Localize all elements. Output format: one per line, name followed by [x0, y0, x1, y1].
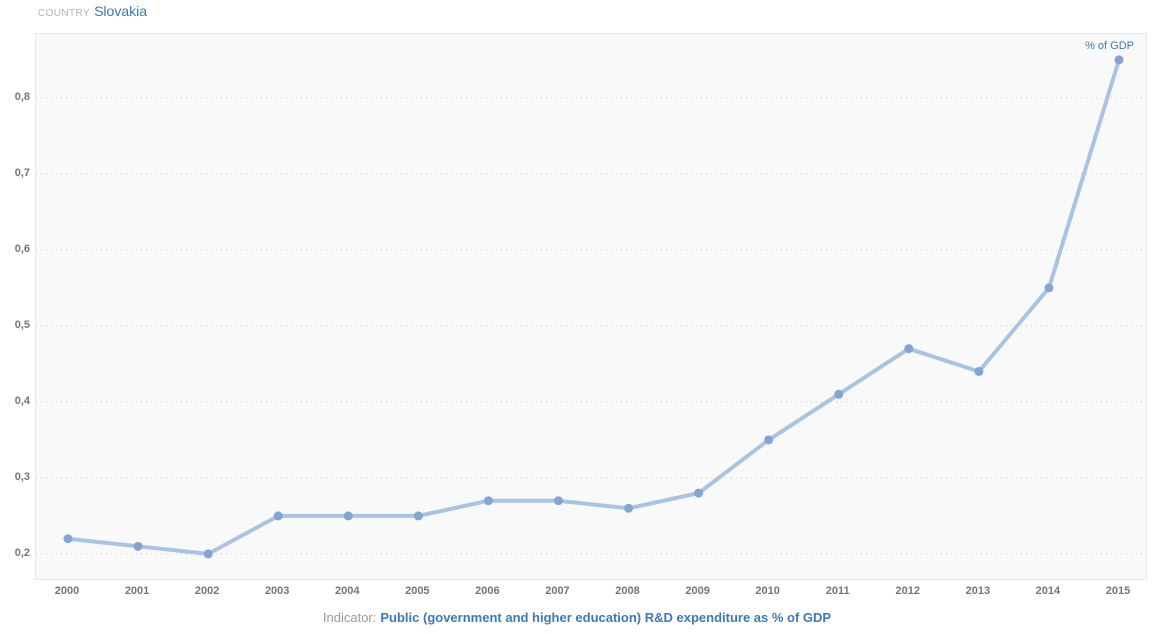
data-point[interactable] [974, 366, 984, 376]
data-point[interactable] [624, 503, 634, 513]
y-axis-tick-label: 0,6 [14, 242, 30, 255]
x-axis-tick-label: 2014 [1035, 585, 1061, 597]
data-point[interactable] [203, 549, 213, 559]
x-axis-tick-label: 2011 [825, 585, 850, 597]
x-axis-tick-label: 2005 [405, 585, 430, 597]
y-axis-tick-label: 0,4 [14, 394, 30, 407]
y-axis-tick-label: 0,5 [14, 318, 30, 331]
data-point[interactable] [1044, 283, 1054, 293]
data-point[interactable] [553, 496, 563, 506]
x-axis-tick-label: 2010 [755, 585, 780, 597]
data-point[interactable] [483, 496, 493, 506]
y-axis-tick-label: 0,2 [14, 546, 30, 559]
x-axis-tick-label: 2007 [545, 585, 570, 597]
x-axis-tick-label: 2004 [335, 585, 360, 597]
y-axis-tick-label: 0,8 [14, 90, 30, 103]
country-value-link[interactable]: Slovakia [94, 3, 147, 19]
x-axis-tick-label: 2003 [264, 585, 290, 597]
data-point[interactable] [413, 511, 423, 521]
series-legend-label: % of GDP [1085, 40, 1134, 52]
data-point[interactable] [694, 488, 704, 498]
country-header: COUNTRY Slovakia [38, 3, 147, 21]
x-axis-tick-label: 2008 [615, 585, 640, 597]
line-chart [36, 55, 1146, 559]
indicator-label: Indicator: [322, 610, 377, 625]
x-axis-tick-label: 2013 [965, 585, 991, 597]
x-axis-tick-label: 2000 [54, 585, 80, 597]
data-point[interactable] [1114, 55, 1124, 65]
indicator-value-link[interactable]: Public (government and higher education)… [380, 610, 832, 625]
x-axis-tick-label: 2009 [685, 585, 710, 597]
x-axis-tick-label: 2012 [895, 585, 921, 597]
x-axis-tick-label: 2002 [194, 585, 220, 597]
x-axis-tick-label: 2006 [475, 585, 500, 597]
y-axis-tick-label: 0,7 [14, 166, 30, 179]
data-point[interactable] [834, 389, 844, 399]
x-axis-tick-label: 2015 [1105, 585, 1131, 597]
data-point[interactable] [273, 511, 283, 521]
data-line [66, 57, 1121, 556]
x-axis-tick-label: 2001 [124, 585, 150, 597]
y-axis-tick-label: 0,3 [14, 470, 30, 483]
data-point[interactable] [764, 435, 774, 445]
data-point[interactable] [133, 541, 143, 551]
data-point[interactable] [343, 511, 353, 521]
data-point[interactable] [63, 534, 73, 544]
data-point[interactable] [904, 344, 914, 354]
chart-plot-area: % of GDP [35, 33, 1147, 580]
country-label: COUNTRY [38, 8, 91, 19]
indicator-footer: Indicator: Public (government and higher … [0, 610, 1154, 625]
